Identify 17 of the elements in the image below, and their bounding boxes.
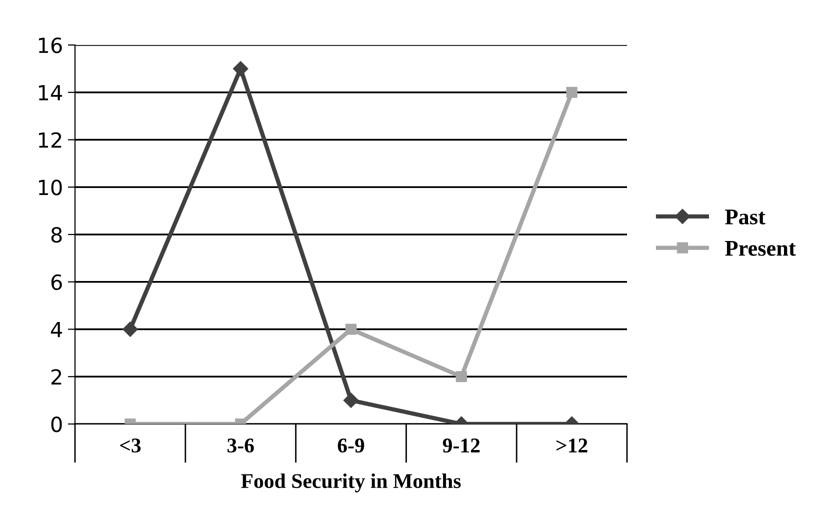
y-tick-label: 10	[38, 180, 62, 196]
y-tick-label: 16	[38, 37, 62, 54]
y-tick-label: 6	[51, 274, 62, 290]
y-tick-label: 12	[38, 132, 62, 148]
legend-label: Present	[725, 241, 796, 256]
legend-label: Past	[725, 210, 766, 224]
y-tick-label: 4	[50, 322, 62, 338]
x-tick-label: 3-6	[228, 438, 254, 453]
x-tick-label: <3	[120, 438, 141, 453]
y-tick-label: 8	[51, 226, 62, 243]
y-tick-label: 0	[51, 416, 62, 432]
y-tick-label: 14	[38, 85, 62, 100]
y-tick-label: 2	[51, 369, 62, 385]
x-tick-label: 6-9	[338, 438, 364, 453]
x-tick-label: 9-12	[442, 438, 480, 453]
x-tick-label: >12	[556, 438, 588, 452]
x-axis-title: Food Security in Months	[241, 473, 461, 492]
